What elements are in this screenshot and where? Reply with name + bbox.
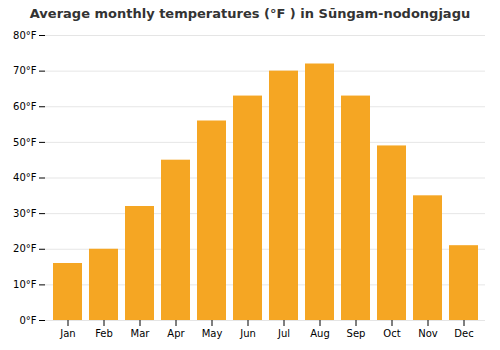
svg-text:30°F: 30°F xyxy=(13,208,37,219)
svg-text:Dec: Dec xyxy=(454,328,473,339)
svg-text:50°F: 50°F xyxy=(13,137,37,148)
svg-text:70°F: 70°F xyxy=(13,65,37,76)
svg-text:10°F: 10°F xyxy=(13,279,37,290)
svg-text:20°F: 20°F xyxy=(13,243,37,254)
svg-text:Aug: Aug xyxy=(310,328,330,339)
svg-text:Jul: Jul xyxy=(277,328,290,339)
svg-text:40°F: 40°F xyxy=(13,172,37,183)
svg-text:May: May xyxy=(202,328,223,339)
svg-text:Jan: Jan xyxy=(59,328,75,339)
svg-text:Sep: Sep xyxy=(347,328,366,339)
svg-text:60°F: 60°F xyxy=(13,101,37,112)
svg-text:Mar: Mar xyxy=(131,328,151,339)
html-text:Average monthly temperatures (: Average monthly temperatures (°F ) in Sū… xyxy=(29,6,471,21)
svg-text:Feb: Feb xyxy=(95,328,113,339)
svg-text:0°F: 0°F xyxy=(19,315,36,326)
svg-text:Nov: Nov xyxy=(418,328,438,339)
svg-text:Oct: Oct xyxy=(383,328,400,339)
svg-text:Jun: Jun xyxy=(239,328,256,339)
svg-text:80°F: 80°F xyxy=(13,30,37,41)
svg-text:Apr: Apr xyxy=(167,328,185,339)
